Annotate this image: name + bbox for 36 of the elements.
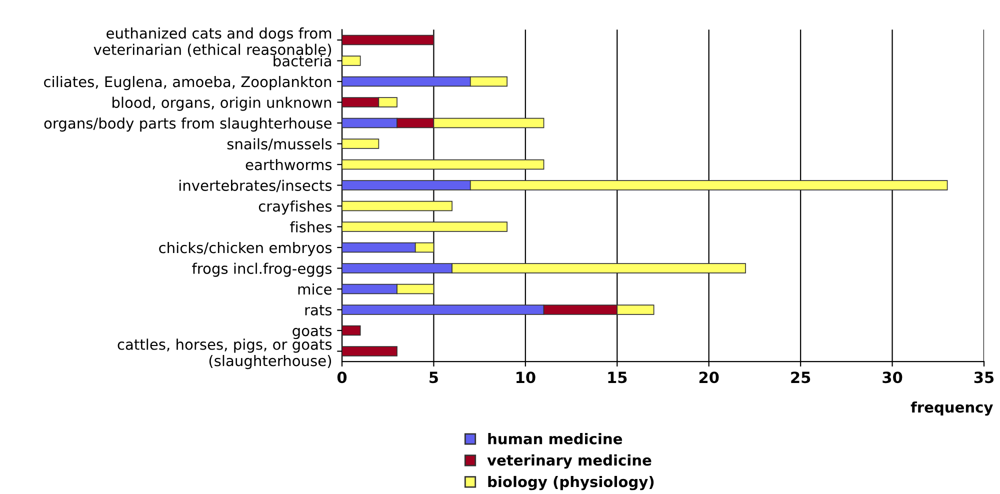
y-tick-label: chicks/chicken embryos — [159, 242, 332, 256]
bar — [342, 56, 361, 66]
x-tick-label: 25 — [791, 372, 810, 384]
bar — [342, 138, 380, 149]
y-tick-label: mice — [298, 283, 332, 295]
x-tick-label: 10 — [516, 372, 536, 384]
y-tick-label: euthanized cats and dogs from veterinarian (ethical reasonable) — [94, 27, 332, 57]
y-tick-label: fishes — [290, 221, 332, 232]
x-tick-label: 15 — [608, 372, 627, 384]
bar — [342, 159, 544, 170]
bar — [342, 346, 398, 356]
y-tick-label: cattles, horses, pigs, or goats (slaughterhouse) — [118, 338, 332, 370]
legend-label: biology (physiology) — [488, 476, 654, 490]
y-tick-label: earthworms — [246, 158, 332, 170]
y-tick-label: frogs incl.frog-eggs — [192, 262, 332, 277]
x-tick-label: 30 — [882, 372, 902, 384]
bar — [342, 34, 434, 46]
bar — [342, 200, 452, 212]
y-tick-label: rats — [305, 305, 332, 316]
y-tick-label: organs/body parts from slaughterhouse — [44, 117, 332, 132]
y-tick-label: ciliates, Euglena, amoeba, Zooplankton — [44, 76, 332, 90]
x-tick-label: 5 — [430, 372, 438, 384]
y-tick-label: blood, organs, origin unknown — [112, 96, 332, 111]
bar — [342, 325, 361, 336]
x-tick-label: 35 — [974, 372, 994, 384]
y-tick-label: goats — [292, 326, 332, 340]
y-tick-label: invertebrates/insects — [179, 180, 332, 192]
x-axis-title: frequency — [910, 401, 993, 416]
bar — [342, 222, 508, 232]
legend-label: human medicine — [488, 433, 622, 444]
x-tick-label: 0 — [337, 372, 347, 384]
legend-label: veterinary medicine — [487, 454, 652, 469]
y-tick-label: crayfishes — [258, 200, 332, 215]
y-tick-label: snails/mussels — [227, 138, 332, 151]
y-tick-label: bacteria — [274, 55, 331, 67]
x-tick-label: 20 — [699, 372, 719, 384]
